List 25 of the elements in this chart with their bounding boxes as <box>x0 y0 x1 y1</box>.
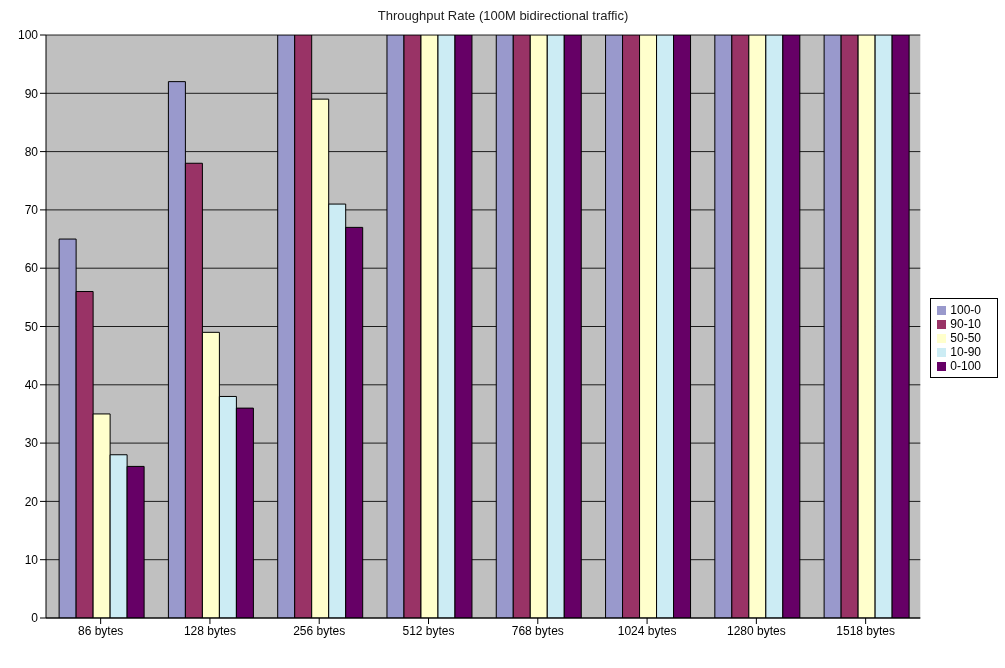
x-tick-label: 1280 bytes <box>727 623 786 638</box>
y-tick-label: 30 <box>24 436 39 451</box>
y-tick-label: 80 <box>24 144 39 159</box>
x-tick-label: 1518 bytes <box>836 623 896 638</box>
y-tick-label: 60 <box>24 261 39 276</box>
y-tick-label: 40 <box>24 378 39 393</box>
y-tick-label: 20 <box>24 494 39 509</box>
x-tick-label: 512 bytes <box>402 623 455 638</box>
y-tick-label: 50 <box>24 319 39 334</box>
y-tick-label: 0 <box>31 611 39 626</box>
x-tick-label: 768 bytes <box>511 623 564 638</box>
y-tick-label: 100 <box>17 28 39 43</box>
y-tick-label: 70 <box>24 203 39 218</box>
x-tick-label: 128 bytes <box>183 623 236 638</box>
y-tick-label: 10 <box>24 552 39 567</box>
legend-label: 50-50 <box>950 331 981 345</box>
x-tick-label: 1024 bytes <box>617 623 677 638</box>
x-tick-label: 86 bytes <box>77 623 124 638</box>
legend-label: 0-100 <box>950 359 981 373</box>
legend-label: 100-0 <box>950 303 981 317</box>
chart-title: Throughput Rate (100M bidirectional traffic) <box>376 8 630 23</box>
y-tick-label: 90 <box>24 86 39 101</box>
x-tick-label: 256 bytes <box>293 623 346 638</box>
legend-label: 10-90 <box>950 345 981 359</box>
legend-label: 90-10 <box>950 317 981 331</box>
